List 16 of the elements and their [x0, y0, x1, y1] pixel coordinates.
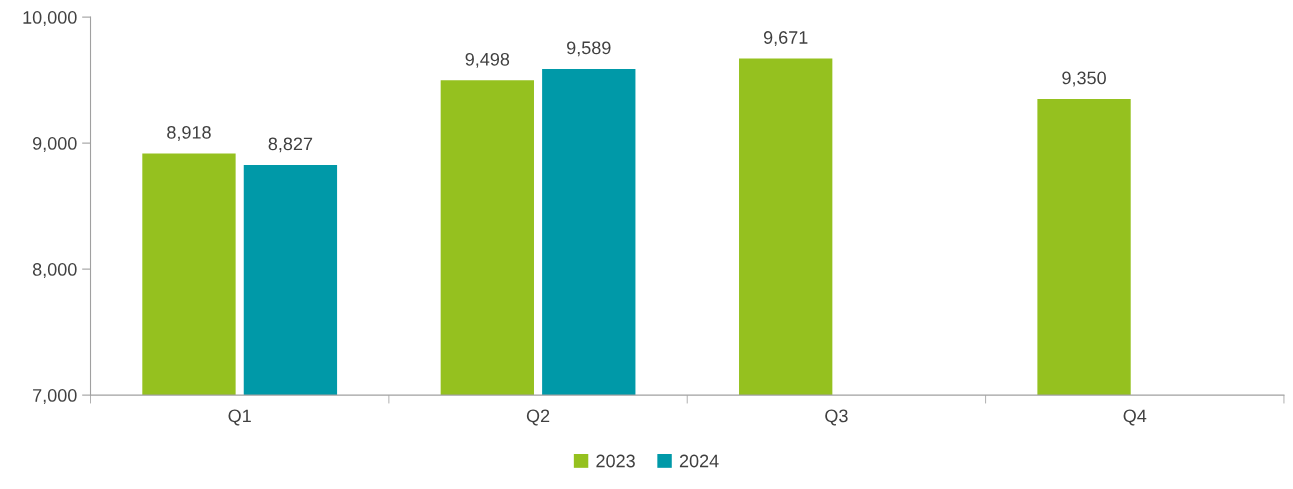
- data-label: 9,589: [567, 41, 611, 57]
- data-label: 9,350: [1062, 71, 1106, 87]
- data-label: 9,671: [763, 31, 808, 47]
- x-tick-label: Q1: [228, 409, 251, 426]
- legend-label: 2023: [596, 454, 635, 468]
- data-label: 8,918: [167, 125, 211, 141]
- y-tick-label: 7,000: [33, 389, 77, 404]
- data-label: 8,827: [268, 137, 313, 153]
- x-tick-label: Q4: [1123, 409, 1147, 426]
- x-tick-label: Q3: [825, 409, 848, 426]
- data-label: 9,498: [465, 52, 510, 68]
- x-tick-label: Q2: [526, 409, 550, 426]
- y-tick-label: 9,000: [32, 137, 77, 152]
- y-tick-label: 8,000: [32, 263, 77, 278]
- legend-label: 2024: [679, 454, 719, 468]
- y-tick-label: 10,000: [23, 11, 77, 26]
